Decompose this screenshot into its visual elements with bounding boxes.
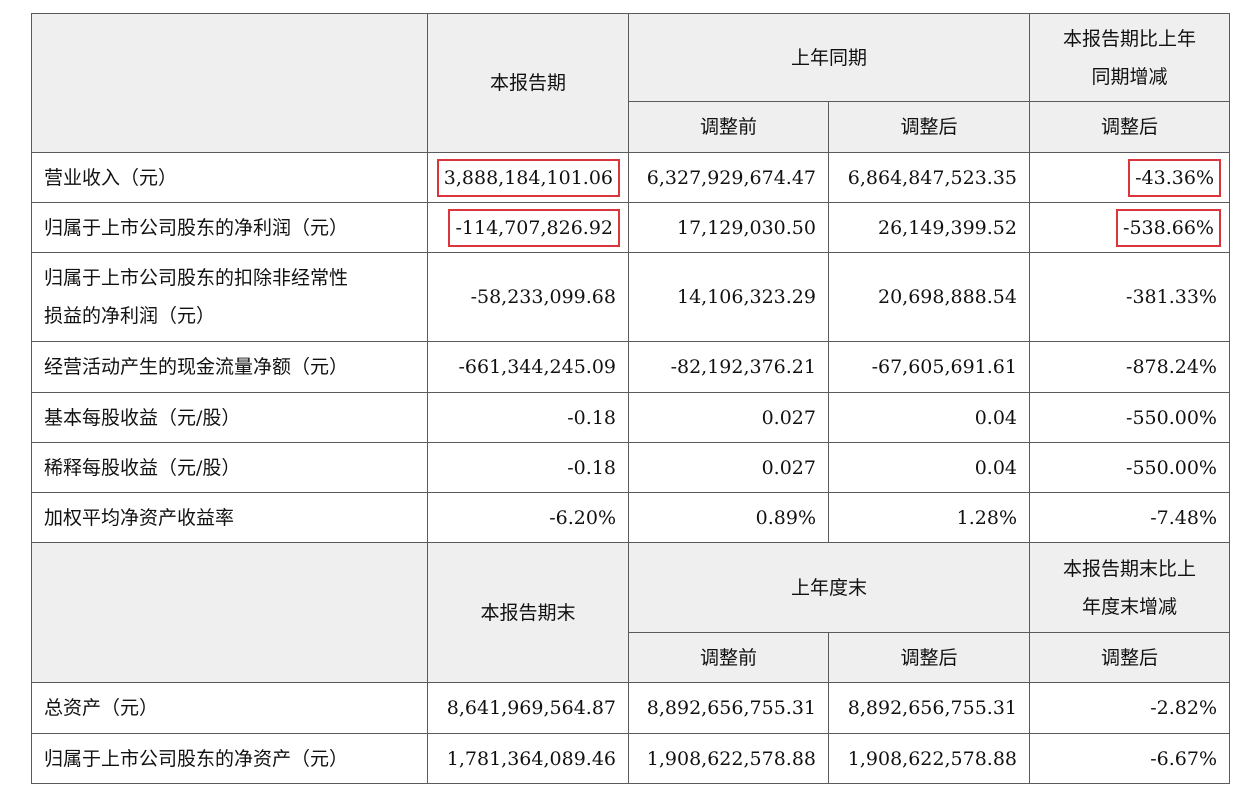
subheader-before-adjustment: 调整前 [628, 632, 829, 683]
value-change: -538.66% [1029, 202, 1230, 253]
value-current: 3,888,184,101.06 [427, 152, 629, 203]
header-change-vs-year-end: 本报告期末比上 年度末增减 [1029, 542, 1230, 633]
table-row: 归属于上市公司股东的扣除非经常性 损益的净利润（元） -58,233,099.6… [31, 252, 1230, 342]
table-row: 总资产（元） 8,641,969,564.87 8,892,656,755.31… [31, 682, 1230, 734]
header-current-period: 本报告期 [427, 13, 629, 153]
highlight-box-current: 3,888,184,101.06 [436, 158, 621, 197]
value-change: -2.82% [1029, 682, 1230, 734]
value-before: 0.027 [628, 392, 829, 443]
table-row: 归属于上市公司股东的净资产（元） 1,781,364,089.46 1,908,… [31, 733, 1230, 784]
value-change: -550.00% [1029, 442, 1230, 493]
value-before: 8,892,656,755.31 [628, 682, 829, 734]
value-before: 17,129,030.50 [628, 202, 829, 253]
value-change: -6.67% [1029, 733, 1230, 784]
row-label: 基本每股收益（元/股） [31, 392, 428, 443]
row-label: 加权平均净资产收益率 [31, 492, 428, 543]
header-blank-cell [31, 542, 428, 683]
table-row: 经营活动产生的现金流量净额（元） -661,344,245.09 -82,192… [31, 341, 1230, 393]
header-change-vs-year-end-line1: 本报告期末比上 [1062, 557, 1196, 580]
table-row: 基本每股收益（元/股） -0.18 0.027 0.04 -550.00% [31, 392, 1230, 443]
value-after: 20,698,888.54 [828, 252, 1030, 342]
value-after: 1.28% [828, 492, 1030, 543]
value-after: -67,605,691.61 [828, 341, 1030, 393]
table-row: 加权平均净资产收益率 -6.20% 0.89% 1.28% -7.48% [31, 492, 1230, 543]
value-before: 14,106,323.29 [628, 252, 829, 342]
value-before: 1,908,622,578.88 [628, 733, 829, 784]
value-after: 8,892,656,755.31 [828, 682, 1030, 734]
value-after: 26,149,399.52 [828, 202, 1030, 253]
subheader-after-adjustment: 调整后 [828, 101, 1030, 153]
value-after: 0.04 [828, 392, 1030, 443]
value-change: -381.33% [1029, 252, 1230, 342]
value-current: -0.18 [427, 442, 629, 493]
table-row: 稀释每股收益（元/股） -0.18 0.027 0.04 -550.00% [31, 442, 1230, 493]
value-before: 0.027 [628, 442, 829, 493]
row-label-line2: 损益的净利润（元） [44, 305, 216, 327]
value-after: 0.04 [828, 442, 1030, 493]
value-change: -878.24% [1029, 341, 1230, 393]
highlight-box-change: -43.36% [1128, 158, 1221, 197]
subheader-change-after-adjustment: 调整后 [1029, 632, 1230, 683]
row-label: 营业收入（元） [31, 152, 428, 203]
header-blank-cell [31, 13, 428, 153]
value-current: -58,233,099.68 [427, 252, 629, 342]
value-before: 6,327,929,674.47 [628, 152, 829, 203]
row-label: 归属于上市公司股东的扣除非经常性 损益的净利润（元） [31, 252, 428, 342]
table-row: 营业收入（元） 3,888,184,101.06 6,327,929,674.4… [31, 152, 1230, 203]
financial-summary-table: 本报告期 上年同期 本报告期比上年 同期增减 调整前 调整后 调整后 营业收入（… [31, 13, 1230, 784]
subheader-after-adjustment: 调整后 [828, 632, 1030, 683]
header-yoy-change-line2: 同期增减 [1091, 65, 1168, 88]
table-row: 归属于上市公司股东的净利润（元） -114,707,826.92 17,129,… [31, 202, 1230, 253]
header-period-end: 本报告期末 [427, 542, 629, 683]
value-before: 0.89% [628, 492, 829, 543]
subheader-change-after-adjustment: 调整后 [1029, 101, 1230, 153]
value-current: -661,344,245.09 [427, 341, 629, 393]
header-prior-period: 上年同期 [628, 13, 1030, 102]
row-label: 稀释每股收益（元/股） [31, 442, 428, 493]
value-change: -43.36% [1029, 152, 1230, 203]
value-current: -6.20% [427, 492, 629, 543]
header-prior-year-end: 上年度末 [628, 542, 1030, 633]
value-current: 1,781,364,089.46 [427, 733, 629, 784]
row-label: 经营活动产生的现金流量净额（元） [31, 341, 428, 393]
header-change-vs-year-end-line2: 年度末增减 [1081, 595, 1177, 618]
subheader-before-adjustment: 调整前 [628, 101, 829, 153]
header-yoy-change: 本报告期比上年 同期增减 [1029, 13, 1230, 102]
value-after: 1,908,622,578.88 [828, 733, 1030, 784]
row-label: 总资产（元） [31, 682, 428, 734]
highlight-box-change: -538.66% [1116, 208, 1221, 247]
value-current: 8,641,969,564.87 [427, 682, 629, 734]
value-before: -82,192,376.21 [628, 341, 829, 393]
row-label: 归属于上市公司股东的净资产（元） [31, 733, 428, 784]
highlight-box-current: -114,707,826.92 [448, 208, 620, 247]
value-current: -0.18 [427, 392, 629, 443]
value-current: -114,707,826.92 [427, 202, 629, 253]
row-label-line1: 归属于上市公司股东的扣除非经常性 [44, 267, 349, 289]
value-after: 6,864,847,523.35 [828, 152, 1030, 203]
header-yoy-change-line1: 本报告期比上年 [1062, 27, 1196, 50]
value-change: -7.48% [1029, 492, 1230, 543]
value-change: -550.00% [1029, 392, 1230, 443]
row-label: 归属于上市公司股东的净利润（元） [31, 202, 428, 253]
